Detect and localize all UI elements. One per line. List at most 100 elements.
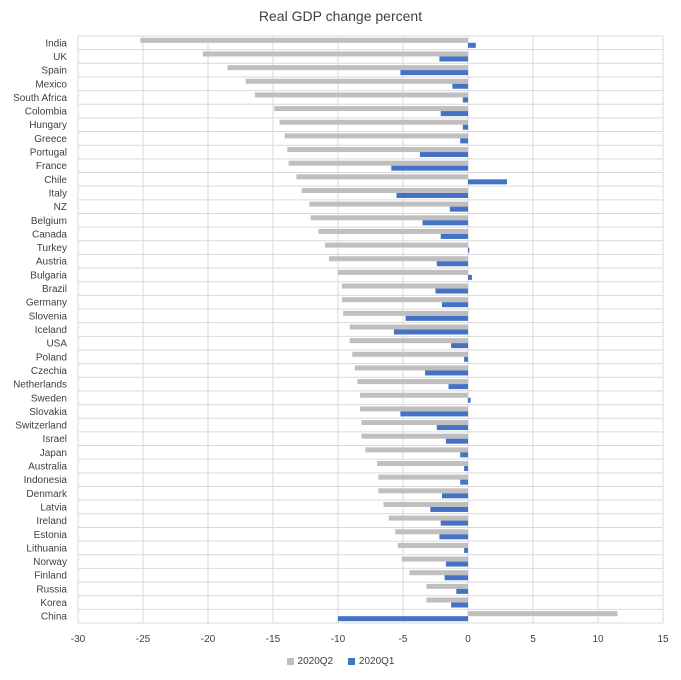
category-label: Sweden	[31, 393, 67, 404]
category-label: Latvia	[40, 502, 67, 513]
bar-2020q2	[352, 351, 468, 357]
category-label: Turkey	[37, 243, 67, 254]
bar-2020q1	[451, 343, 468, 349]
bar-2020q1	[440, 111, 468, 117]
bar-2020q1	[460, 138, 468, 144]
bar-2020q2	[274, 106, 468, 112]
bar-2020q1	[393, 329, 468, 335]
x-tick-label: -10	[331, 634, 346, 645]
bar-2020q1	[419, 152, 468, 158]
bar-2020q1	[391, 165, 468, 171]
bar-2020q1	[445, 438, 468, 444]
legend-item-2020q1: 2020Q1	[347, 656, 395, 667]
category-label: Ireland	[36, 516, 67, 527]
bar-2020q1	[396, 192, 468, 198]
bar-2020q2	[409, 570, 468, 576]
bar-2020q1	[436, 261, 468, 267]
bar-2020q1	[449, 206, 468, 212]
bar-2020q2	[328, 256, 468, 262]
category-label: Belgium	[31, 216, 67, 227]
category-label: Estonia	[34, 530, 68, 541]
category-label: Slovenia	[29, 311, 68, 322]
bar-2020q1	[468, 247, 470, 253]
bar-2020q1	[460, 452, 468, 458]
category-label: Colombia	[25, 107, 68, 118]
bar-2020q1	[462, 124, 468, 130]
bar-2020q1	[430, 506, 468, 512]
category-label: Korea	[40, 598, 67, 609]
category-label: Greece	[34, 134, 67, 145]
bar-2020q2	[245, 78, 468, 84]
bar-2020q2	[361, 420, 468, 426]
category-label: South Africa	[13, 93, 67, 104]
legend-label-2020q1: 2020Q1	[358, 656, 395, 667]
bar-2020q2	[388, 515, 468, 521]
x-tick-label: -15	[266, 634, 281, 645]
chart-title: Real GDP change percent	[258, 8, 423, 24]
category-label: UK	[53, 52, 67, 63]
bar-2020q1	[451, 602, 468, 608]
bar-2020q1	[444, 575, 468, 581]
x-tick-label: -25	[136, 634, 151, 645]
bar-2020q2	[341, 283, 468, 289]
bar-chart: -30 -25 -20 -15 -10 -5 0 5 10 15 India UK Spain Mexic…	[13, 35, 669, 645]
bar-2020q1	[452, 83, 468, 89]
bar-2020q2	[360, 392, 468, 398]
x-tick-label: -5	[399, 634, 408, 645]
bar-2020q2	[360, 406, 468, 412]
category-label: USA	[46, 339, 67, 350]
legend-swatch-2020q2	[286, 658, 294, 665]
bar-2020q2	[287, 147, 468, 153]
bar-2020q2	[397, 542, 468, 548]
bar-2020q1	[440, 233, 468, 239]
bar-2020q2	[338, 269, 468, 275]
legend-label-2020q2: 2020Q2	[297, 656, 334, 667]
bar-2020q1	[439, 534, 468, 540]
bar-2020q2	[284, 133, 468, 139]
category-label: Russia	[36, 584, 67, 595]
bar-2020q1	[462, 97, 468, 103]
x-tick-label: 0	[465, 634, 471, 645]
category-label: India	[45, 38, 67, 49]
category-label: Spain	[41, 66, 67, 77]
x-tick-label: -20	[201, 634, 216, 645]
bar-2020q1	[468, 42, 476, 48]
bar-2020q1	[445, 561, 468, 567]
bar-2020q1	[422, 220, 468, 226]
bar-2020q1	[400, 411, 468, 417]
bar-2020q1	[464, 356, 468, 362]
category-label: Portugal	[30, 148, 67, 159]
category-label: Italy	[49, 188, 67, 199]
bar-2020q1	[468, 397, 471, 403]
x-tick-label: -30	[71, 634, 86, 645]
category-label: Austria	[36, 257, 68, 268]
bar-2020q1	[456, 588, 468, 594]
category-label: Canada	[32, 229, 67, 240]
bar-2020q2	[288, 160, 468, 166]
bar-2020q1	[460, 479, 468, 485]
category-label: Denmark	[26, 489, 68, 500]
bar-2020q2	[395, 529, 468, 535]
category-label: China	[41, 612, 68, 623]
bar-2020q1	[464, 547, 468, 553]
bar-2020q2	[202, 51, 469, 57]
bar-2020q2	[349, 324, 468, 330]
bar-2020q2	[279, 119, 468, 125]
bar-2020q1	[400, 70, 468, 76]
bar-2020q2	[378, 488, 468, 494]
category-label: Chile	[44, 175, 67, 186]
bar-2020q2	[325, 242, 468, 248]
bar-2020q2	[354, 365, 468, 371]
category-label: Bulgaria	[30, 270, 67, 281]
bar-2020q2	[349, 338, 468, 344]
x-tick-label: 15	[657, 634, 669, 645]
category-label: Hungary	[29, 120, 67, 131]
category-label: Indonesia	[24, 475, 68, 486]
bar-2020q1	[440, 520, 468, 526]
bar-2020q1	[435, 288, 468, 294]
bar-2020q1	[442, 493, 468, 499]
category-label: Poland	[36, 352, 67, 363]
category-label: Slovakia	[29, 407, 67, 418]
bar-2020q1	[448, 384, 468, 390]
bar-2020q2	[361, 433, 468, 439]
